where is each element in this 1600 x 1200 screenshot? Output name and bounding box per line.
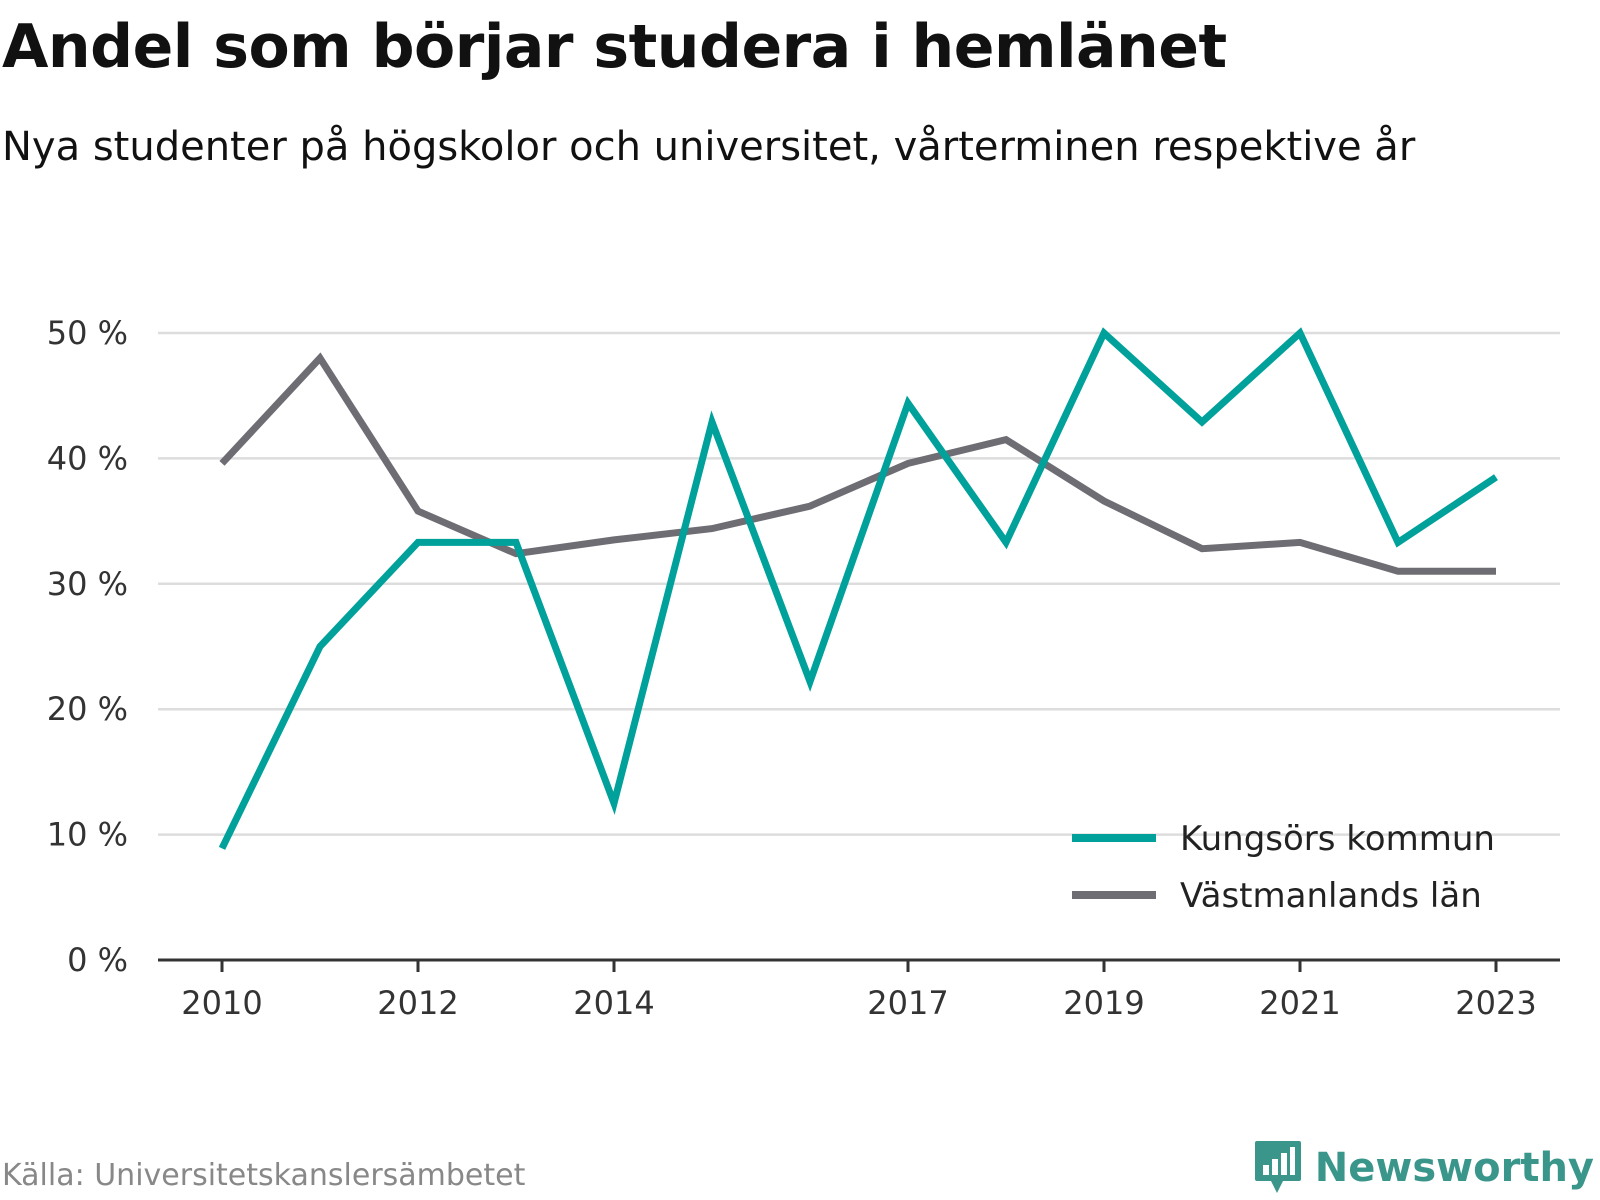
source-note: Källa: Universitetskanslersämbetet xyxy=(2,1158,526,1193)
line-chart: 0 % 10 % 20 % 30 % 40 % 50 % 2010 2012 2014 2017… xyxy=(47,314,1560,1022)
legend: Kungsörs kommun Västmanlands län xyxy=(1072,819,1495,916)
bar-chart-bubble-icon xyxy=(1254,1141,1301,1193)
y-tick-label: 10 % xyxy=(47,816,128,854)
brand-name: Newsworthy xyxy=(1314,1145,1594,1191)
x-tick-label: 2023 xyxy=(1455,984,1536,1022)
x-axis: 2010 2012 2014 2017 2019 2021 2023 xyxy=(158,958,1560,1022)
x-tick-label: 2014 xyxy=(573,984,654,1022)
grid-lines xyxy=(158,331,1560,836)
legend-label: Västmanlands län xyxy=(1180,876,1482,916)
x-tick-label: 2010 xyxy=(181,984,262,1022)
series-line xyxy=(219,352,1496,575)
x-tick-label: 2019 xyxy=(1063,984,1144,1022)
y-tick-label: 40 % xyxy=(47,439,128,477)
series-line xyxy=(218,327,1498,850)
legend-label: Kungsörs kommun xyxy=(1180,819,1495,859)
series-lines xyxy=(218,327,1498,850)
x-tick-label: 2012 xyxy=(377,984,458,1022)
y-tick-label: 20 % xyxy=(47,690,128,728)
y-tick-label: 50 % xyxy=(47,314,128,352)
y-tick-label: 0 % xyxy=(67,941,128,979)
brand-logo: Newsworthy xyxy=(1253,1138,1594,1198)
y-tick-label: 30 % xyxy=(47,565,128,603)
chart-subtitle: Nya studenter på högskolor och universit… xyxy=(2,124,1416,170)
chart-title: Andel som börjar studera i hemlänet xyxy=(2,12,1227,82)
x-tick-label: 2017 xyxy=(867,984,948,1022)
x-tick-label: 2021 xyxy=(1259,984,1340,1022)
y-axis: 0 % 10 % 20 % 30 % 40 % 50 % xyxy=(47,314,128,979)
